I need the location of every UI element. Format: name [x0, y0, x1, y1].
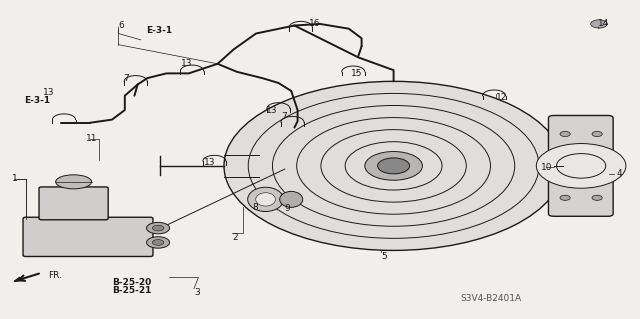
- Text: 4: 4: [616, 169, 622, 178]
- Circle shape: [560, 195, 570, 200]
- Polygon shape: [14, 278, 24, 281]
- Circle shape: [560, 131, 570, 137]
- FancyBboxPatch shape: [548, 115, 613, 216]
- Text: B-25-21: B-25-21: [112, 286, 152, 295]
- Circle shape: [147, 237, 170, 248]
- Text: 5: 5: [381, 252, 387, 261]
- Text: 3: 3: [194, 288, 200, 297]
- FancyBboxPatch shape: [39, 187, 108, 220]
- Circle shape: [592, 195, 602, 200]
- Text: 14: 14: [598, 19, 610, 28]
- Text: 15: 15: [351, 69, 362, 78]
- Text: S3V4-B2401A: S3V4-B2401A: [461, 294, 522, 303]
- Text: B-25-20: B-25-20: [112, 278, 151, 287]
- Ellipse shape: [256, 193, 275, 206]
- Text: 8: 8: [253, 203, 259, 212]
- Text: FR.: FR.: [48, 271, 62, 280]
- Ellipse shape: [56, 175, 92, 189]
- Circle shape: [224, 81, 563, 250]
- Circle shape: [591, 20, 607, 28]
- Text: 11: 11: [86, 134, 98, 143]
- Text: 10: 10: [541, 163, 552, 172]
- Text: E-3-1: E-3-1: [24, 96, 51, 105]
- Text: 1: 1: [12, 174, 17, 183]
- Text: 7: 7: [282, 112, 287, 121]
- Text: 13: 13: [204, 158, 215, 167]
- Text: 13: 13: [43, 88, 54, 97]
- Circle shape: [152, 225, 164, 231]
- Circle shape: [592, 131, 602, 137]
- Text: 7: 7: [123, 74, 129, 83]
- Text: E-3-1: E-3-1: [146, 26, 172, 35]
- FancyBboxPatch shape: [23, 217, 153, 256]
- Text: 12: 12: [496, 93, 508, 102]
- Circle shape: [365, 152, 422, 180]
- Text: 13: 13: [180, 59, 192, 68]
- Text: 6: 6: [118, 21, 124, 30]
- Text: 16: 16: [309, 19, 321, 28]
- Ellipse shape: [280, 191, 303, 207]
- Circle shape: [378, 158, 410, 174]
- Circle shape: [536, 144, 626, 188]
- Ellipse shape: [248, 187, 284, 211]
- Text: 2: 2: [232, 233, 238, 242]
- Text: 13: 13: [266, 106, 277, 115]
- Circle shape: [152, 240, 164, 245]
- Text: 9: 9: [285, 204, 291, 213]
- Circle shape: [147, 222, 170, 234]
